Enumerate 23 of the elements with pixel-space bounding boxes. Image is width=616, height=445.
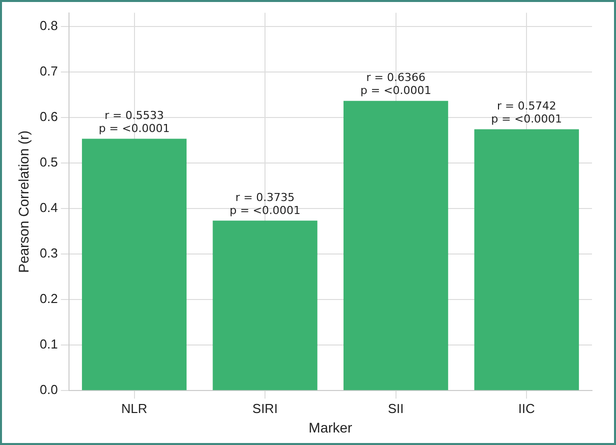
y-axis-title: Pearson Correlation (r): [15, 130, 32, 273]
bar: [344, 100, 448, 390]
y-tick-label: 0.6: [40, 109, 58, 124]
y-tick-label: 0.3: [40, 246, 58, 261]
bar: [82, 138, 187, 390]
x-tick-label: NLR: [121, 400, 148, 416]
x-axis-title: Marker: [308, 419, 353, 436]
y-tick-label: 0.0: [40, 382, 58, 398]
x-tick-label: SIRI: [252, 400, 278, 416]
data-label: r = 0.5742 p = <0.0001: [491, 100, 562, 126]
data-label: r = 0.5533 p = <0.0001: [98, 109, 170, 136]
data-label: r = 0.6366 p = <0.0001: [360, 71, 432, 98]
y-tick-label: 0.4: [40, 200, 58, 216]
bar: [474, 129, 579, 390]
y-tick-label: 0.5: [40, 154, 58, 170]
x-tick-label: SII: [388, 400, 404, 416]
data-label: r = 0.3735 p = <0.0001: [230, 190, 300, 217]
y-tick-label: 0.8: [40, 18, 58, 34]
x-tick-label: IIC: [518, 400, 535, 416]
y-tick-label: 0.7: [40, 64, 58, 79]
y-tick-label: 0.1: [40, 336, 58, 352]
y-tick-label: 0.2: [40, 291, 58, 306]
bar: [212, 220, 318, 390]
